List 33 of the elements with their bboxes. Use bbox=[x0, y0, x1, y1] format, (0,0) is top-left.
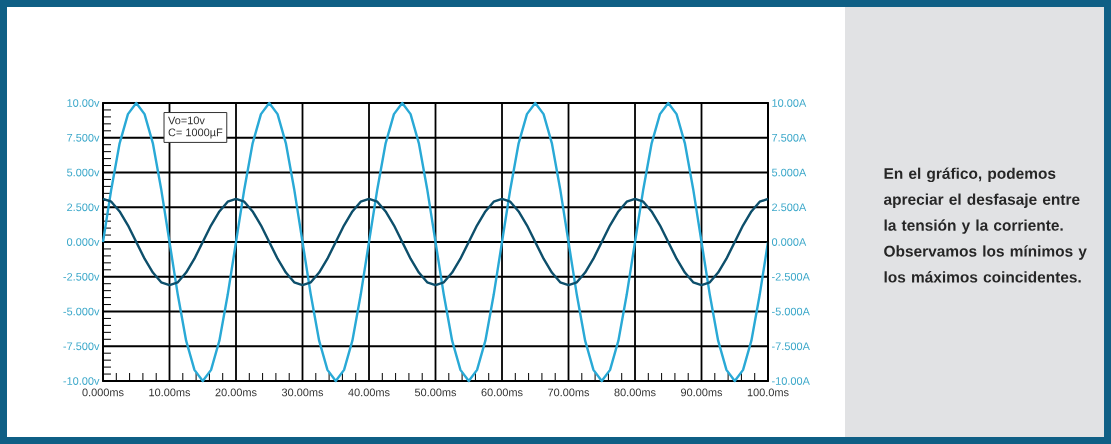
text: En el gráfico, podemos apreciar el desfasaje entre la tensión y la corriente. Observamos los mínimos y los máximos coincidentes. bbox=[883, 167, 1087, 283]
x-tick-label: 30.00ms bbox=[281, 388, 324, 397]
y-tick-label: -7.500v bbox=[63, 342, 100, 351]
x-tick-label: 0.000ms bbox=[82, 388, 124, 397]
y-tick-label: -2.500v bbox=[63, 272, 100, 281]
y-tick-label: 2.500v bbox=[67, 203, 100, 212]
y-tick-label: -5.000v bbox=[63, 307, 100, 316]
y2-tick-label: 2.500A bbox=[772, 203, 807, 212]
x-tick-label: 80.00ms bbox=[614, 388, 656, 397]
x-tick-label: 20.00ms bbox=[215, 388, 257, 397]
y-tick-label: 5.000v bbox=[67, 168, 100, 177]
x-tick-label: 10.00ms bbox=[149, 388, 191, 397]
x-tick-label: 90.00ms bbox=[681, 388, 723, 397]
y2-tick-label: -2.500A bbox=[772, 272, 810, 281]
y-tick-label: -10.00v bbox=[63, 377, 100, 385]
x-tick-label: 40.00ms bbox=[348, 388, 390, 397]
y2-tick-label: -10.00A bbox=[772, 377, 810, 385]
y2-tick-label: 0.000A bbox=[771, 238, 807, 246]
annotation: C= 1000µF bbox=[168, 128, 223, 139]
y2-tick-label: 5.000A bbox=[771, 168, 807, 177]
line-series bbox=[101, 197, 770, 287]
x-tick-label: 50.00ms bbox=[414, 388, 457, 397]
x-tick-label: 100.0ms bbox=[747, 388, 789, 397]
y-tick-label: 7.500v bbox=[67, 133, 100, 142]
y2-tick-label: -5.000A bbox=[772, 307, 810, 316]
y-tick-label: 10.00v bbox=[67, 99, 100, 107]
y2-tick-label: -7.500A bbox=[772, 342, 810, 351]
y-tick-label: 0.000v bbox=[67, 238, 100, 246]
x-tick-label: 60.00ms bbox=[481, 388, 523, 397]
annotation: Vo=10v bbox=[168, 116, 205, 125]
y2-tick-label: 10.00A bbox=[772, 99, 807, 107]
x-tick-label: 70.00ms bbox=[548, 388, 590, 397]
y2-tick-label: 7.500A bbox=[772, 133, 807, 142]
